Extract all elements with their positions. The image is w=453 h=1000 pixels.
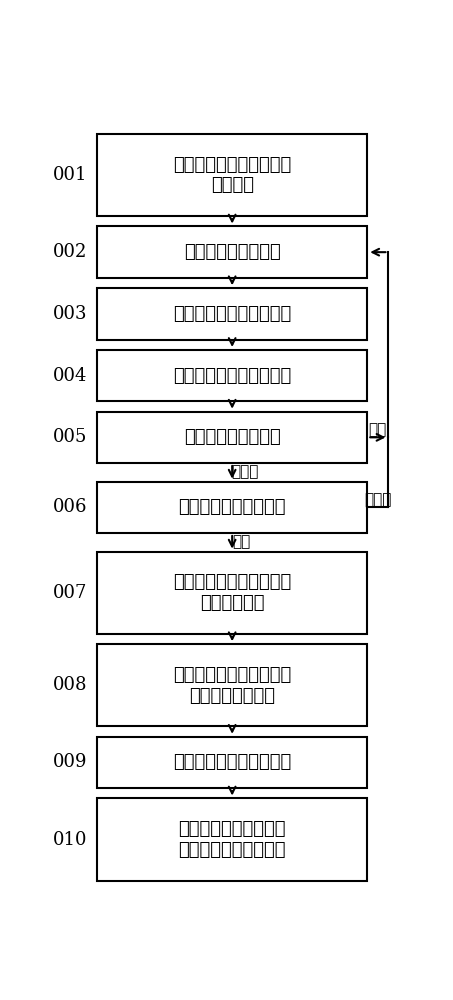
Bar — [97, 134, 367, 216]
Text: 空载: 空载 — [369, 423, 387, 437]
Text: 系统故障判定矩阵的判
定，得出故障定位结果: 系统故障判定矩阵的判 定，得出故障定位结果 — [178, 820, 286, 859]
Text: 区段的故障判定，得出区
段的故障判定结果: 区段的故障判定，得出区 段的故障判定结果 — [173, 666, 291, 705]
Bar — [97, 482, 367, 533]
Bar — [97, 412, 367, 463]
Text: 010: 010 — [53, 831, 87, 849]
Text: 005: 005 — [53, 428, 87, 446]
Text: 区段的模电流相角差值的
绝对值的求取: 区段的模电流相角差值的 绝对值的求取 — [173, 573, 291, 612]
Text: 002: 002 — [53, 243, 87, 261]
Text: 003: 003 — [53, 305, 87, 323]
Text: 区段的线路空载检测: 区段的线路空载检测 — [184, 428, 280, 446]
Text: 008: 008 — [53, 676, 87, 694]
Text: 区段的模电流差流检测: 区段的模电流差流检测 — [178, 498, 286, 516]
Text: 区段内电气量的相模变换: 区段内电气量的相模变换 — [173, 305, 291, 323]
Text: 系统故障判定矩阵的生成: 系统故障判定矩阵的生成 — [173, 753, 291, 771]
Text: 不过流: 不过流 — [364, 493, 391, 507]
Text: 001: 001 — [53, 166, 87, 184]
Text: 判定故障所用模量的选取: 判定故障所用模量的选取 — [173, 367, 291, 385]
Text: 非空载: 非空载 — [231, 465, 258, 479]
Text: 006: 006 — [53, 498, 87, 516]
Text: 007: 007 — [53, 584, 87, 602]
Bar — [97, 737, 367, 788]
Text: 含分布式电源的配电网的
区段划分: 含分布式电源的配电网的 区段划分 — [173, 156, 291, 194]
Bar — [97, 350, 367, 401]
Bar — [97, 552, 367, 634]
Text: 过流: 过流 — [232, 535, 250, 549]
Bar — [97, 644, 367, 726]
Bar — [97, 288, 367, 340]
Bar — [97, 226, 367, 278]
Text: 区段内的信息的采集: 区段内的信息的采集 — [184, 243, 280, 261]
Text: 004: 004 — [53, 367, 87, 385]
Text: 009: 009 — [53, 753, 87, 771]
Bar — [97, 798, 367, 881]
